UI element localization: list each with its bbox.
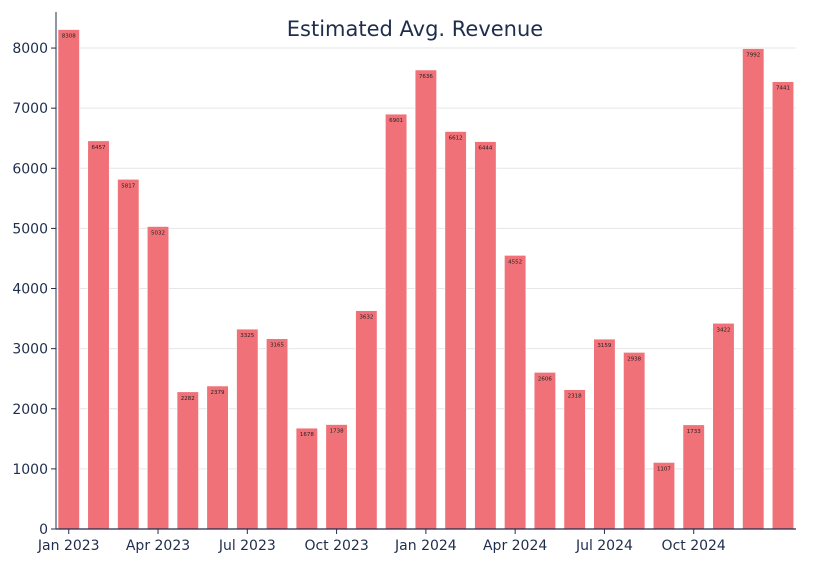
y-tick-label: 6000 bbox=[12, 161, 48, 177]
y-tick-label: 1000 bbox=[12, 462, 48, 478]
data-label: 8308 bbox=[62, 34, 76, 40]
bar-2023-10 bbox=[325, 424, 348, 530]
data-label: 1733 bbox=[687, 429, 701, 435]
data-label: 3422 bbox=[716, 327, 730, 333]
data-label: 7992 bbox=[746, 53, 760, 59]
bar-2023-08 bbox=[266, 338, 289, 530]
data-label: 2606 bbox=[538, 376, 552, 382]
bar-2023-12 bbox=[385, 113, 408, 530]
y-tick-label: 4000 bbox=[12, 282, 48, 298]
x-tick-label: Apr 2023 bbox=[126, 538, 190, 554]
data-label: 1107 bbox=[657, 466, 671, 472]
bar-2023-05 bbox=[176, 391, 199, 530]
x-tick-label: Oct 2024 bbox=[662, 538, 726, 554]
data-label: 1678 bbox=[300, 432, 314, 438]
bar-2024-10 bbox=[682, 424, 705, 530]
data-labels: 8308 6457 5817 5032 2282 2379 3325 3165 1678 1738… bbox=[62, 34, 790, 473]
data-label: 2282 bbox=[181, 396, 195, 402]
data-label: 3325 bbox=[240, 333, 254, 339]
bar-2023-07 bbox=[236, 328, 259, 530]
y-tick-label: 5000 bbox=[12, 221, 48, 237]
x-tick-label: Jul 2024 bbox=[575, 538, 633, 554]
data-label: 7441 bbox=[776, 86, 790, 92]
bar-2023-06 bbox=[206, 385, 229, 530]
y-axis: 0 1000 2000 3000 4000 5000 6000 7000 8000 bbox=[12, 12, 57, 538]
x-tick-label: Jul 2023 bbox=[218, 538, 276, 554]
data-label: 2318 bbox=[568, 394, 582, 400]
bar-2024-08 bbox=[623, 352, 646, 530]
bar-2024-02 bbox=[444, 131, 467, 530]
data-label: 5032 bbox=[151, 230, 165, 236]
bar-2024-12 bbox=[742, 48, 765, 530]
bar-2023-01 bbox=[57, 29, 80, 530]
bar-2023-09 bbox=[295, 427, 318, 530]
bars bbox=[57, 29, 795, 530]
y-tick-label: 7000 bbox=[12, 101, 48, 117]
y-tick-label: 2000 bbox=[12, 402, 48, 418]
x-tick-label: Oct 2023 bbox=[304, 538, 368, 554]
data-label: 6457 bbox=[92, 145, 106, 151]
bar-2025-01 bbox=[771, 81, 795, 530]
data-label: 6444 bbox=[478, 146, 492, 152]
x-tick-label: Jan 2023 bbox=[37, 538, 100, 554]
bar-2023-04 bbox=[146, 226, 170, 530]
bar-2024-07 bbox=[593, 338, 616, 530]
data-label: 2938 bbox=[627, 356, 641, 362]
data-label: 6612 bbox=[449, 136, 463, 142]
bar-2024-03 bbox=[474, 141, 497, 530]
data-label: 1738 bbox=[330, 429, 344, 435]
bar-2024-11 bbox=[712, 322, 735, 530]
data-label: 5817 bbox=[121, 183, 135, 189]
x-tick-label: Jan 2024 bbox=[394, 538, 457, 554]
data-label: 3165 bbox=[270, 343, 284, 349]
x-axis: Jan 2023 Apr 2023 Jul 2023 Oct 2023 Jan 2024… bbox=[37, 528, 796, 554]
bar-2024-04 bbox=[504, 255, 527, 530]
data-label: 6901 bbox=[389, 118, 403, 124]
data-label: 2379 bbox=[211, 390, 225, 396]
bar-2024-05 bbox=[533, 372, 556, 530]
bar-2023-11 bbox=[355, 310, 378, 530]
bar-2024-01 bbox=[414, 69, 437, 530]
y-tick-label: 3000 bbox=[12, 342, 48, 358]
x-tick-label: Apr 2024 bbox=[483, 538, 547, 554]
chart-title: Estimated Avg. Revenue bbox=[287, 17, 543, 41]
data-label: 3632 bbox=[359, 315, 373, 321]
data-label: 7636 bbox=[419, 74, 433, 80]
bar-2023-03 bbox=[117, 178, 140, 530]
y-tick-label: 0 bbox=[39, 522, 48, 538]
y-tick-label: 8000 bbox=[12, 41, 48, 57]
data-label: 3159 bbox=[597, 343, 611, 349]
data-label: 4552 bbox=[508, 259, 522, 265]
bar-2024-06 bbox=[563, 389, 586, 530]
bar-2023-02 bbox=[87, 140, 110, 530]
